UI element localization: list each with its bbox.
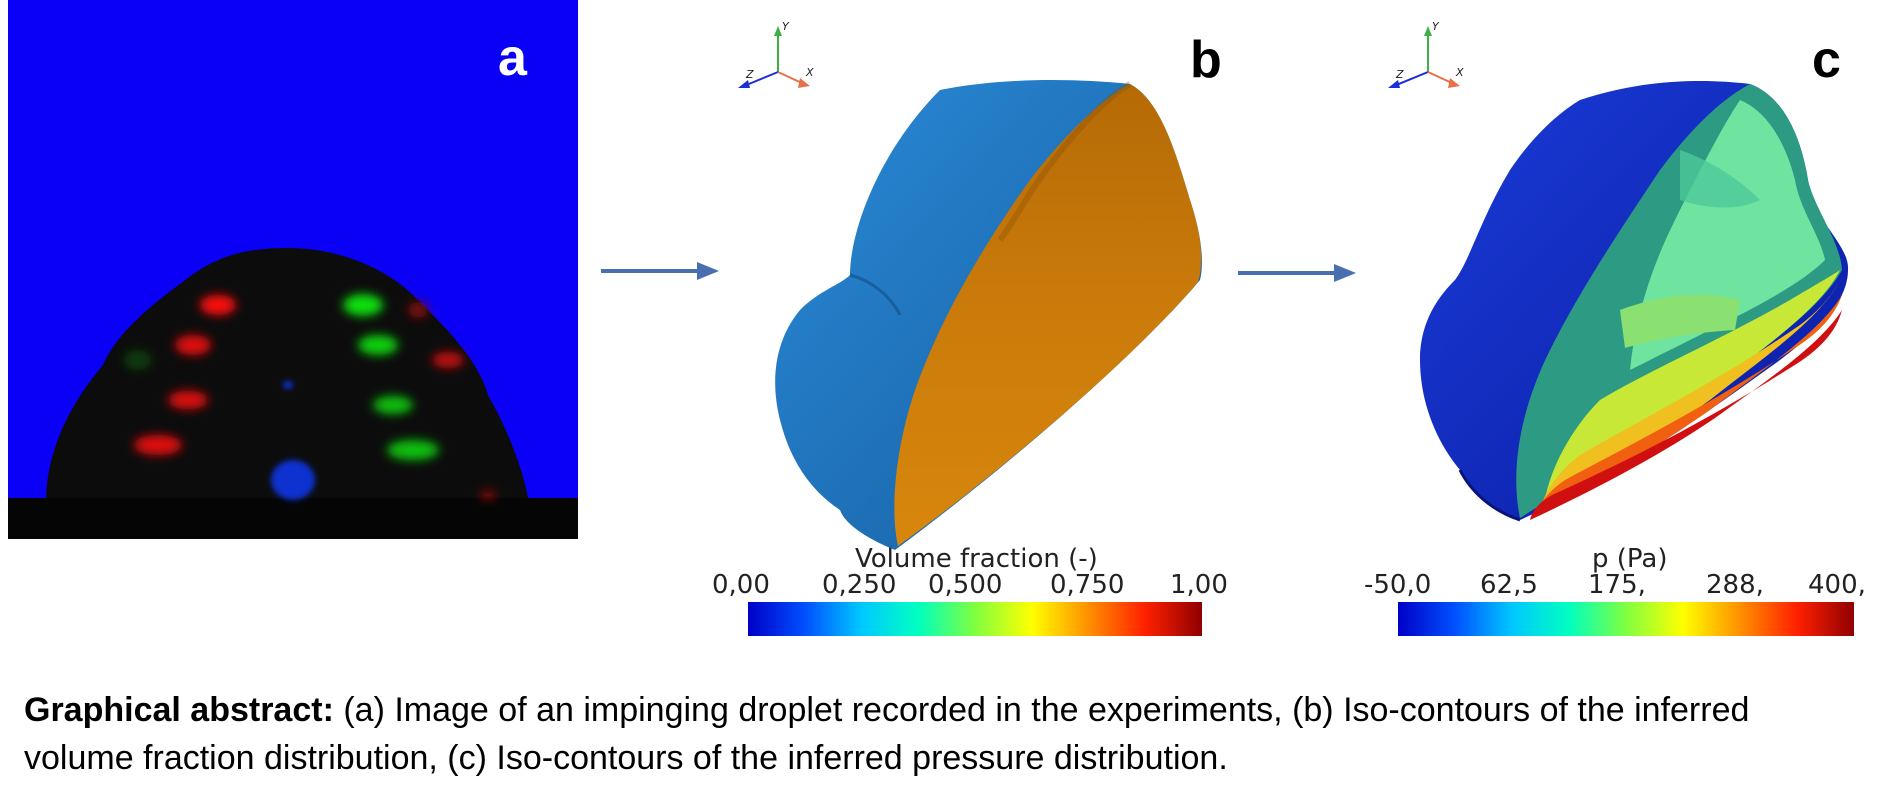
axis-z-label: Z <box>745 68 754 81</box>
colorbar-b-tick: 0,750 <box>1050 570 1125 600</box>
colorbar-c-tick: 400, <box>1808 570 1866 600</box>
axis-triad-icon: Y Z X <box>1388 20 1464 88</box>
colorbar-b-title: Volume fraction (-) <box>855 544 1098 574</box>
colorbar-c-tick: 62,5 <box>1480 570 1538 600</box>
pressure-render <box>1420 81 1849 522</box>
colorbar-b-tick: 0,250 <box>822 570 897 600</box>
arrow-a-to-b <box>601 262 719 280</box>
panel-b: Y Z X b Volume fraction (-) 0,00 0,250 0… <box>712 0 1250 660</box>
colorbar-c-title: p (Pa) <box>1592 544 1668 574</box>
caption-label: Graphical abstract: <box>24 691 334 729</box>
axis-y-label: Y <box>782 20 790 33</box>
axis-triad-icon: Y Z X <box>738 20 814 88</box>
droplet-image <box>8 0 578 539</box>
colorbar-b-tick: 0,00 <box>712 570 770 600</box>
caption-text: (a) Image of an impinging droplet record… <box>24 691 1750 777</box>
panel-label-c: c <box>1812 31 1841 89</box>
colorbar-c-tick: 175, <box>1588 570 1646 600</box>
colorbar-b-tick: 0,500 <box>928 570 1003 600</box>
axis-x-label: X <box>805 66 814 79</box>
figure-caption: Graphical abstract: (a) Image of an impi… <box>24 686 1864 782</box>
axis-y-label: Y <box>1432 20 1440 33</box>
colorbar-c-tick: -50,0 <box>1364 570 1432 600</box>
volume-fraction-render <box>775 80 1202 550</box>
colorbar-c <box>1398 602 1854 636</box>
panel-a: a <box>8 0 578 539</box>
axis-x-label: X <box>1455 66 1464 79</box>
colorbar-b-tick: 1,00 <box>1170 570 1228 600</box>
arrow-b-to-c <box>1238 264 1356 282</box>
panel-c: Y Z X c p (Pa) -50,0 62,5 175, 288, 400, <box>1364 0 1880 660</box>
panel-label-a: a <box>498 29 527 87</box>
colorbar-c-tick: 288, <box>1706 570 1764 600</box>
axis-z-label: Z <box>1395 68 1404 81</box>
colorbar-b <box>748 602 1202 636</box>
panel-label-b: b <box>1190 31 1222 89</box>
